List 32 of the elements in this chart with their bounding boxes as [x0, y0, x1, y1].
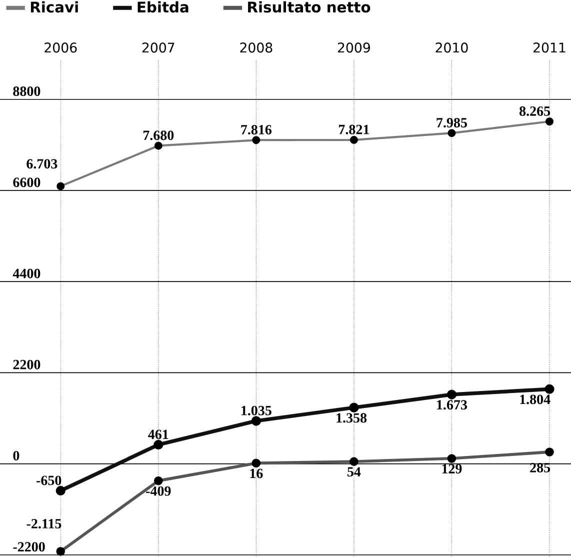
- data-label: 7.985: [436, 118, 467, 128]
- y-tick-label: -2200: [13, 542, 45, 552]
- data-label: -650: [36, 476, 62, 486]
- y-tick-label: 6600: [13, 178, 40, 188]
- x-tick-label: 2006: [44, 42, 77, 53]
- y-tick-label: 4400: [12, 268, 40, 278]
- x-tick-label: 2010: [436, 42, 468, 53]
- data-label: 7.821: [338, 124, 369, 134]
- data-label: 8.265: [520, 106, 550, 116]
- data-label: 1.804: [520, 394, 550, 404]
- data-label: 461: [148, 430, 168, 440]
- data-label: -2.115: [26, 519, 62, 528]
- x-tick-label: 2007: [142, 42, 174, 53]
- data-label: 16: [250, 468, 263, 478]
- legend-label: Ebitda: [138, 1, 188, 13]
- data-label: 129: [442, 464, 462, 474]
- data-label: 1.673: [437, 400, 467, 410]
- x-tick-label: 2008: [240, 42, 272, 53]
- data-label: 7.816: [241, 124, 272, 134]
- data-label: 6.703: [26, 159, 58, 169]
- x-tick-label: 2011: [534, 42, 566, 53]
- data-label: -409: [146, 486, 171, 496]
- y-tick-label: 2200: [13, 360, 40, 370]
- legend-label: Ricavi: [30, 1, 78, 13]
- y-tick-label: 0: [13, 450, 20, 460]
- legend-label: Risultato netto: [248, 1, 370, 13]
- data-label: 1.358: [336, 413, 367, 423]
- y-tick-label: 8800: [13, 86, 40, 96]
- data-label: 54: [348, 467, 361, 477]
- x-tick-label: 2009: [338, 42, 370, 53]
- data-label: 1.035: [242, 406, 272, 416]
- data-label: 7.680: [143, 130, 174, 140]
